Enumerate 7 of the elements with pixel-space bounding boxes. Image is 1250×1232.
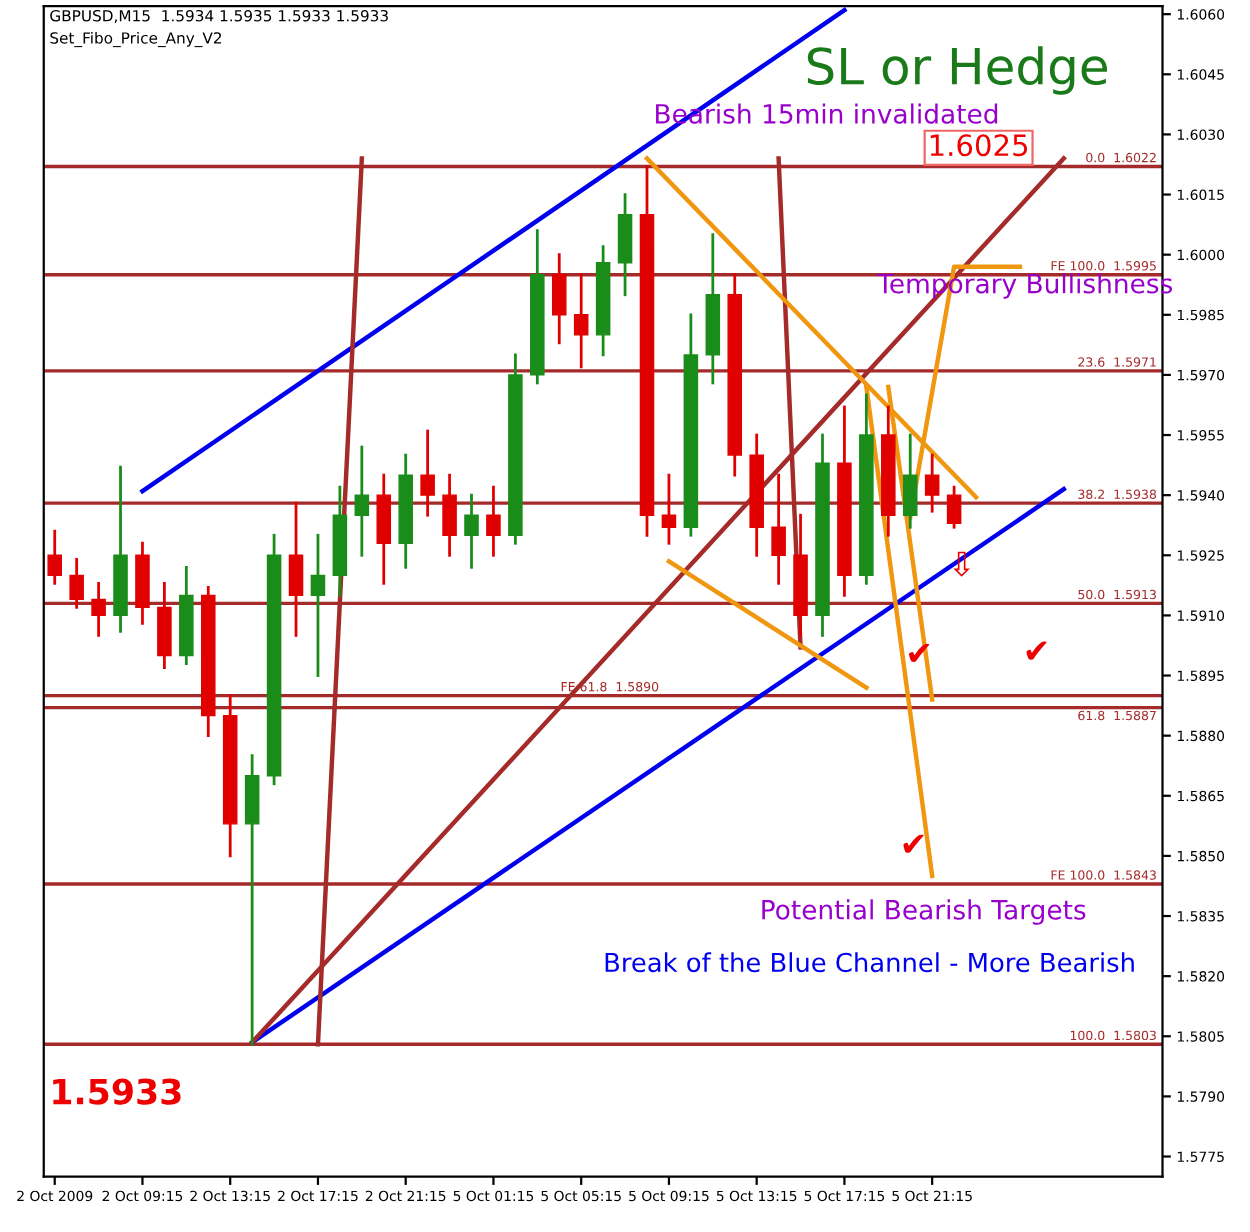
annotation: Potential Bearish Targets <box>762 899 1086 925</box>
annotation: SL or Hedge <box>807 46 1107 95</box>
annotation: 1.6025 <box>930 134 1028 157</box>
annotation: 1.5933 <box>53 1078 181 1105</box>
annotation: ✔ <box>1026 641 1047 660</box>
annotation: Break of the Blue Channel - More Bearish <box>605 952 1134 973</box>
annotation: ✔ <box>903 834 924 853</box>
